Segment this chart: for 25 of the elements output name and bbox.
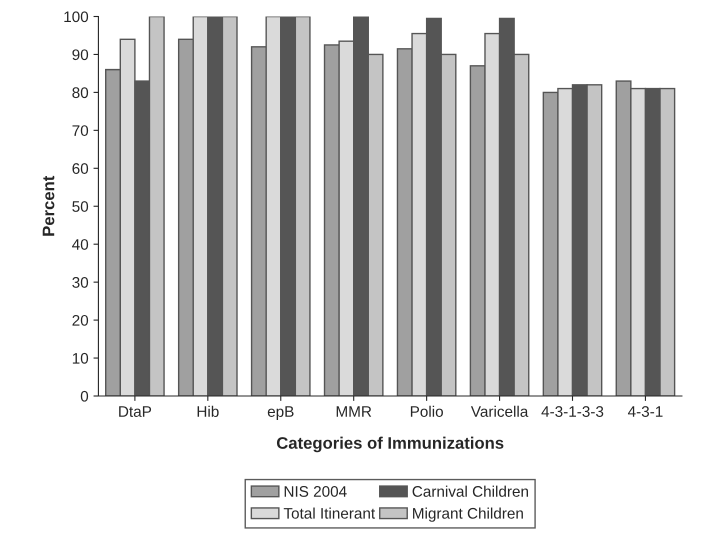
x-tick-label: DtaP — [119, 406, 152, 417]
x-tick-label: MMR — [336, 406, 372, 417]
y-tick-label: 70 — [72, 125, 88, 136]
y-tick-label: 90 — [72, 49, 88, 60]
y-tick-label: 0 — [80, 390, 88, 402]
x-axis-title: Categories of Immunizations — [276, 436, 504, 452]
x-tick-label: Hib — [198, 406, 219, 417]
y-tick-label: 30 — [72, 277, 88, 288]
x-tick-label: 4-3-1-3-3 — [541, 406, 604, 417]
legend-label: NIS 2004 — [284, 486, 347, 497]
x-tick-label: Varicella — [470, 406, 528, 417]
y-axis-title: Percent — [42, 176, 54, 236]
x-tick-label: Polio — [410, 406, 443, 417]
legend-label: Total Itinerant — [284, 508, 376, 519]
y-tick-label: 80 — [72, 87, 88, 98]
legend-label: Carnival Children — [412, 486, 528, 497]
legend-label: Migrant Children — [413, 508, 523, 522]
y-tick-label: 50 — [72, 201, 88, 212]
y-tick-label: 10 — [72, 352, 88, 364]
y-tick-label: 20 — [72, 314, 88, 326]
y-tick-label: 60 — [72, 163, 88, 174]
x-tick-label: epB — [268, 406, 294, 420]
y-tick-label: 100 — [64, 11, 88, 22]
y-tick-label: 40 — [72, 239, 88, 250]
x-tick-label: 4-3-1 — [628, 406, 663, 417]
